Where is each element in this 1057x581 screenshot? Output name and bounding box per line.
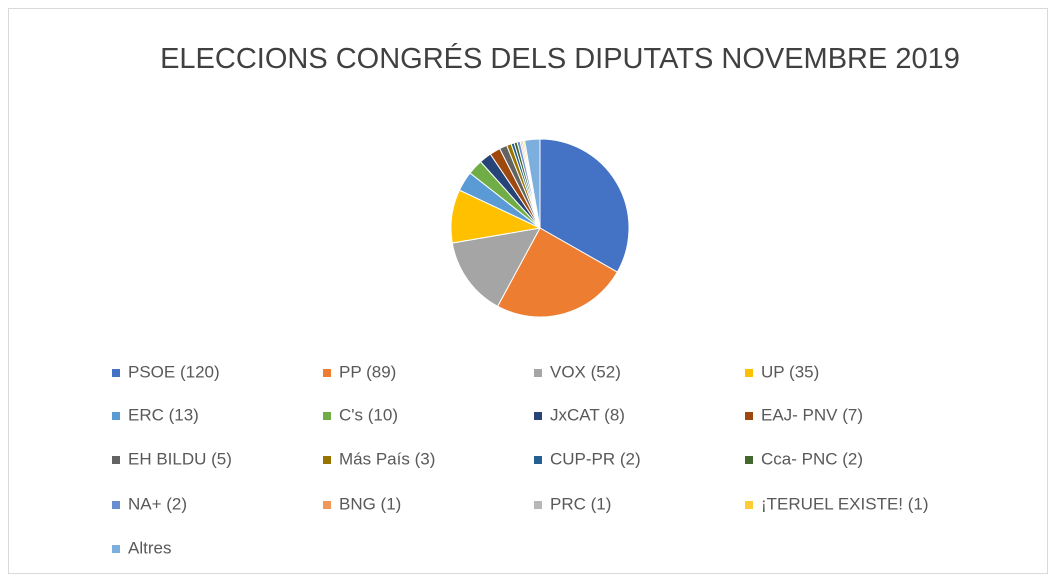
legend-label: NA+ (2) bbox=[128, 494, 187, 513]
chart-border bbox=[8, 8, 1048, 574]
legend-marker bbox=[534, 369, 542, 377]
legend-marker bbox=[112, 412, 120, 420]
pie-slice bbox=[496, 227, 619, 318]
legend-label: EAJ- PNV (7) bbox=[761, 405, 863, 424]
legend-label: PP (89) bbox=[339, 362, 396, 381]
legend-marker bbox=[112, 369, 120, 377]
legend-label: Altres bbox=[128, 538, 171, 557]
legend-marker bbox=[534, 501, 542, 509]
chart-title: ELECCIONS CONGRÉS DELS DIPUTATS NOVEMBRE… bbox=[160, 43, 960, 75]
legend-marker bbox=[534, 456, 542, 464]
pie-slice bbox=[451, 227, 541, 307]
legend-label: ERC (13) bbox=[128, 405, 199, 424]
legend-label: VOX (52) bbox=[550, 362, 621, 381]
legend-marker bbox=[323, 456, 331, 464]
legend-marker bbox=[323, 369, 331, 377]
legend-label: EH BILDU (5) bbox=[128, 449, 232, 468]
legend-label: ¡TERUEL EXISTE! (1) bbox=[761, 494, 929, 513]
legend-marker bbox=[745, 412, 753, 420]
legend-label: Cca- PNC (2) bbox=[761, 449, 863, 468]
legend-label: BNG (1) bbox=[339, 494, 401, 513]
legend-marker bbox=[745, 369, 753, 377]
legend-marker bbox=[323, 501, 331, 509]
legend-label: CUP-PR (2) bbox=[550, 449, 641, 468]
legend-marker bbox=[112, 456, 120, 464]
legend-label: PRC (1) bbox=[550, 494, 611, 513]
legend-marker bbox=[534, 412, 542, 420]
legend-label: JxCAT (8) bbox=[550, 405, 625, 424]
legend-label: Más País (3) bbox=[339, 449, 435, 468]
legend-marker bbox=[745, 456, 753, 464]
legend-label: UP (35) bbox=[761, 362, 819, 381]
legend-marker bbox=[112, 501, 120, 509]
legend-marker bbox=[112, 545, 120, 553]
legend-label: C's (10) bbox=[339, 405, 398, 424]
pie-slice bbox=[539, 138, 630, 273]
legend-label: PSOE (120) bbox=[128, 362, 220, 381]
legend-marker bbox=[745, 501, 753, 509]
pie-slice bbox=[524, 138, 541, 229]
legend-marker bbox=[323, 412, 331, 420]
